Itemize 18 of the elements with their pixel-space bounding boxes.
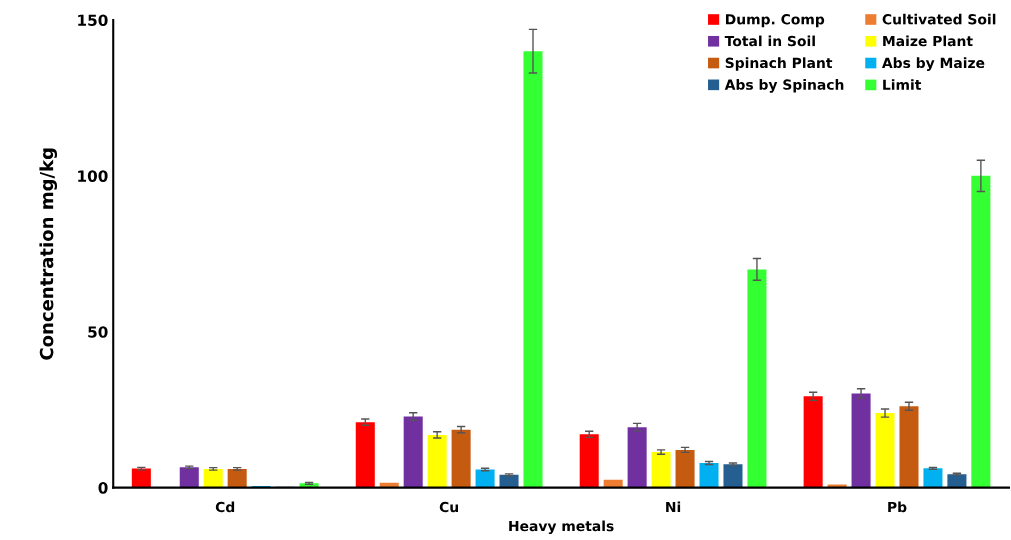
legend-label: Abs by Maize	[881, 57, 985, 71]
legend-label: Total in Soil	[724, 35, 815, 47]
x-tick-label: Pb	[888, 501, 907, 513]
legend-label: Maize Plant	[883, 35, 973, 47]
y-tick-label: 50	[88, 326, 108, 338]
legend-label: Spinach Plant	[725, 57, 833, 71]
y-tick-label: 0	[98, 482, 108, 494]
legend-label: Cultivated Soil	[882, 13, 996, 25]
x-tick-label: Ni	[666, 501, 681, 513]
x-tick-label: Cd	[215, 501, 235, 513]
legend-label: Limit	[883, 79, 922, 90]
x-tick-label: Cu	[439, 501, 459, 513]
y-axis-title: Concentration mg/kg	[39, 148, 58, 360]
y-tick-label: 150	[78, 14, 108, 26]
legend-label: Dump. Comp	[725, 14, 825, 28]
x-axis-title: Heavy metals	[509, 520, 614, 535]
y-tick-label: 100	[78, 170, 108, 182]
legend-label: Abs by Spinach	[724, 79, 844, 93]
